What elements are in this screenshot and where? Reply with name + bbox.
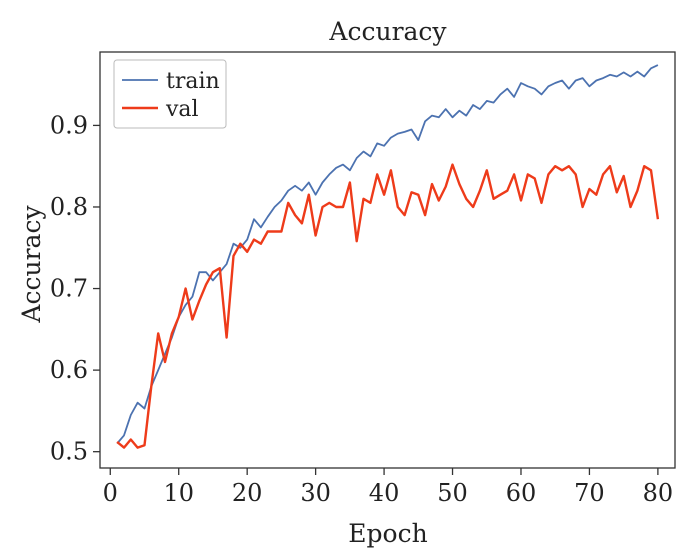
x-tick-label: 60 (506, 479, 537, 507)
legend-box (113, 59, 227, 129)
axis-ticks: 0 10 20 30 40 50 60 70 80 0.5 0.6 0.7 0.8 0.9 (50, 111, 673, 507)
x-tick-label: 30 (300, 479, 331, 507)
x-tick-label: 70 (574, 479, 605, 507)
y-tick-label: 0.5 (50, 438, 88, 466)
legend: train val (113, 59, 227, 129)
y-axis-label: Accuracy (17, 205, 46, 324)
series-lines (116, 64, 660, 449)
chart-title: Accuracy (328, 17, 447, 46)
x-tick-label: 20 (232, 479, 263, 507)
x-axis-label: Epoch (348, 519, 427, 548)
plot-frame (99, 51, 676, 469)
series-line-val (116, 163, 660, 449)
y-tick-label: 0.8 (50, 193, 88, 221)
x-tick-label: 50 (437, 479, 468, 507)
x-tick-label: 0 (103, 479, 118, 507)
y-tick-label: 0.7 (50, 275, 88, 303)
y-tick-label: 0.9 (50, 111, 88, 139)
y-tick-label: 0.6 (50, 356, 88, 384)
x-tick-label: 40 (369, 479, 400, 507)
x-tick-label: 10 (163, 479, 194, 507)
legend-label-train: train (166, 69, 220, 94)
legend-label-val: val (165, 97, 199, 122)
x-tick-label: 80 (643, 479, 674, 507)
series-line-train (116, 64, 659, 445)
